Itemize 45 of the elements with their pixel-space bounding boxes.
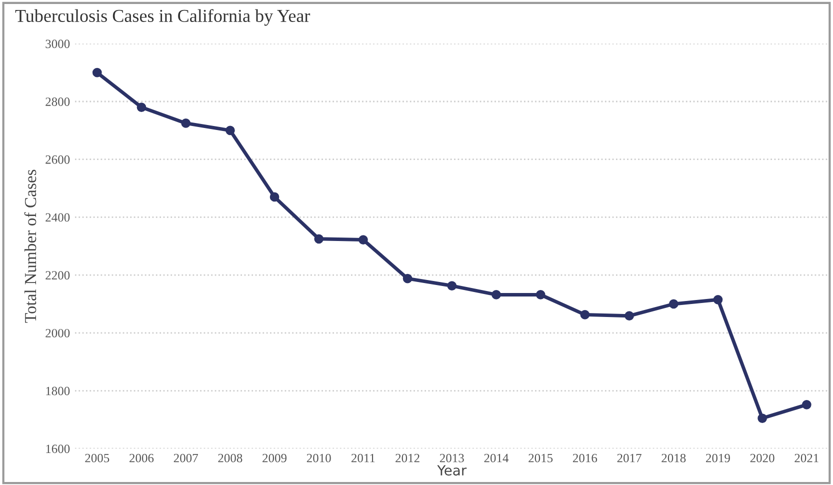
point [668,299,678,309]
y-axis-title: Total Number of Cases [24,170,36,323]
point [402,274,412,284]
x-tick-label: 2017 [617,454,642,462]
point [270,192,280,202]
y-tick-label: 3000 [46,40,70,48]
point [447,281,457,290]
point [136,102,146,112]
x-tick-label: 2009 [262,454,287,462]
point [358,235,368,244]
y-tick-label: 2000 [46,328,70,338]
y-tick-label: 1800 [46,386,70,396]
x-axis-title: Year [437,465,467,476]
point [758,414,768,423]
x-tick-label: 2012 [396,454,420,462]
y-tick-label: 2800 [46,98,70,106]
point [713,294,723,304]
point [492,290,501,300]
x-tick-label: 2010 [306,454,331,462]
x-tick-label: 2020 [750,454,774,462]
x-tick-label: 2018 [662,454,686,462]
x-tick-label: 2016 [572,454,598,462]
point [536,290,546,300]
x-tick-label: 2019 [706,454,730,462]
point [580,310,590,320]
point [802,400,812,410]
y-tick-label: 2200 [46,271,70,280]
y-tick-label: 2400 [46,213,70,222]
x-tick-label: 2021 [794,454,818,462]
point [225,126,235,136]
x-tick-label: 2013 [440,454,464,462]
point [181,118,191,128]
y-tick-label: 1600 [46,444,70,454]
x-tick-label: 2015 [528,454,553,462]
point [624,311,634,321]
x-tick-label: 2005 [85,454,110,462]
x-tick-label: 2008 [218,454,242,462]
point [92,68,102,78]
chart-title: Tuberculosis Cases in California by Year [15,9,310,26]
x-tick-label: 2006 [130,454,154,462]
x-tick-label: 2011 [351,454,375,462]
x-tick-label: 2007 [174,454,198,462]
point [314,234,324,244]
y-tick-label: 2600 [46,155,70,164]
x-tick-label: 2014 [484,454,509,462]
